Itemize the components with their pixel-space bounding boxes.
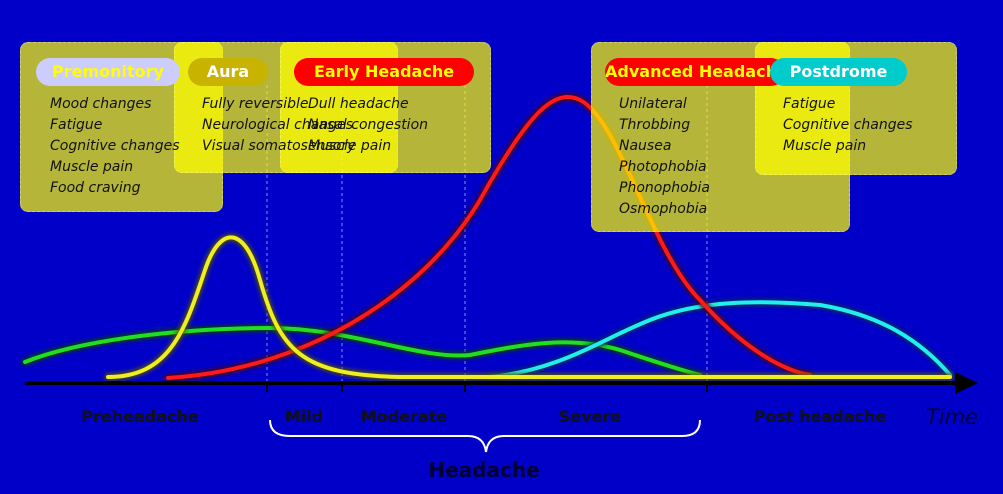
panel-item: Cognitive changes	[50, 138, 180, 154]
panel-item: Fully reversible	[202, 96, 309, 112]
time-axis	[25, 372, 978, 394]
green-curve-core	[23, 325, 702, 377]
panel-item: Dull headache	[308, 96, 409, 112]
panel-item: Mood changes	[50, 96, 152, 112]
panel-item: Muscle pain	[783, 138, 867, 154]
panel-title: Early Headache	[294, 58, 474, 86]
phase-label: Preheadache	[81, 407, 199, 426]
phase-label: Post headache	[753, 407, 887, 426]
panel-title: Advanced Headache	[605, 58, 785, 86]
panel-item: Unilateral	[619, 96, 687, 112]
panel-item: Muscle pain	[50, 159, 134, 175]
panel-item: Phonophobia	[619, 180, 710, 196]
panel-item: Throbbing	[619, 117, 691, 133]
panel-title: Aura	[188, 58, 268, 86]
yellow-curve-core	[106, 235, 952, 379]
brace-label: Headache	[428, 458, 539, 482]
panel-item: Muscle pain	[308, 138, 392, 154]
panel-item: Cognitive changes	[783, 117, 913, 133]
phase-label: Mild	[284, 407, 324, 426]
panel-item: Photophobia	[619, 159, 707, 175]
panel-item: Food craving	[50, 180, 141, 196]
panel-title: Postdrome	[770, 58, 907, 86]
panel-item: Neurological changes	[202, 117, 353, 133]
panel-title: Premonitory	[36, 58, 180, 86]
axis-label: Time	[926, 405, 978, 429]
panel-item: Nausea	[619, 138, 672, 154]
phase-label: Severe	[558, 407, 622, 426]
panel-item: Fatigue	[783, 96, 836, 112]
panel-item: Osmophobia	[619, 201, 708, 217]
panel-item: Visual somatosensory	[202, 138, 356, 154]
headache-brace	[269, 419, 701, 453]
red-curve-core	[166, 95, 812, 380]
cyan-curve-core	[488, 300, 952, 379]
panel-item: Fatigue	[50, 117, 103, 133]
phase-label: Moderate	[360, 407, 448, 426]
panel-item: Nasal congestion	[308, 117, 429, 133]
green-curve	[21, 324, 704, 379]
